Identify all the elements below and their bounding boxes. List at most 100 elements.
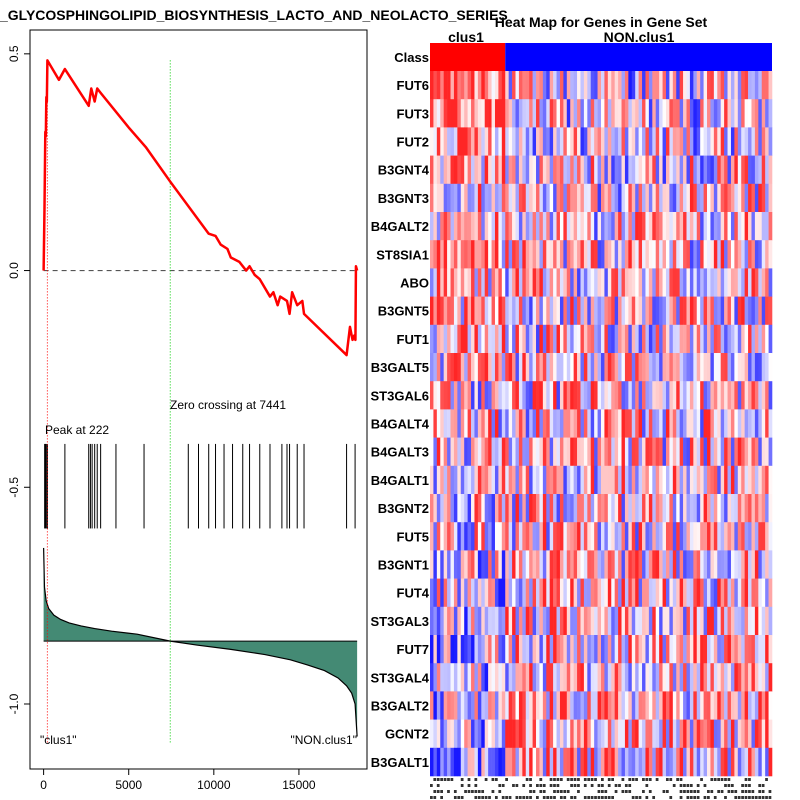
- heatmap-cell: [724, 635, 728, 664]
- heatmap-cell: [631, 353, 636, 382]
- heatmap-cell: [669, 437, 674, 467]
- heatmap-cell: [501, 494, 506, 523]
- heatmap-cell: [631, 606, 636, 636]
- heatmap-cell: [713, 353, 718, 382]
- heatmap-cell: [460, 465, 465, 495]
- column-label-mark: [642, 778, 645, 781]
- heatmap-cell: [488, 409, 492, 438]
- heatmap-cell: [505, 353, 509, 382]
- heatmap-cell: [440, 240, 444, 269]
- heatmap-cell: [635, 71, 639, 100]
- heatmap-cell: [501, 71, 506, 100]
- heatmap-cell: [768, 747, 773, 777]
- heatmap-cell: [457, 606, 462, 636]
- heatmap-cell: [597, 99, 602, 128]
- heatmap-cell: [758, 212, 763, 241]
- heatmap-cell: [508, 353, 513, 382]
- y-tick-label: 0.5: [7, 45, 21, 62]
- heatmap-cell: [501, 409, 506, 438]
- heatmap-cell: [570, 409, 574, 438]
- heatmap-cell: [720, 381, 725, 410]
- heatmap-cell: [724, 494, 728, 523]
- heatmap-cell: [566, 437, 571, 467]
- heatmap-cell: [744, 719, 749, 749]
- column-label-mark: [505, 778, 508, 781]
- heatmap-cell: [669, 465, 674, 495]
- heatmap-cell: [741, 296, 745, 326]
- heatmap-cell: [505, 155, 509, 185]
- heatmap-cell: [607, 578, 612, 608]
- heatmap-cell: [573, 71, 578, 100]
- heatmap-cell: [522, 381, 527, 410]
- heatmap-cell: [765, 465, 769, 495]
- heatmap-cell: [460, 71, 465, 100]
- heatmap-cell: [563, 212, 568, 241]
- column-label-mark: [648, 778, 652, 781]
- heatmap-cell: [494, 240, 499, 269]
- heatmap-cell: [556, 550, 561, 579]
- heatmap-cell: [512, 437, 516, 467]
- heatmap-cell: [515, 353, 520, 382]
- gene-label: ABO: [400, 276, 429, 291]
- heatmap-cell: [539, 155, 544, 185]
- heatmap-cell: [436, 437, 441, 467]
- heatmap-cell: [566, 127, 571, 156]
- heatmap-cell: [638, 99, 643, 128]
- heatmap-cell: [440, 183, 444, 213]
- heatmap-cell: [508, 747, 513, 777]
- heatmap-cell: [573, 635, 578, 664]
- heatmap-cell: [498, 240, 503, 269]
- heatmap-cell: [768, 663, 773, 692]
- heatmap-cell: [464, 409, 468, 438]
- heatmap-cell: [628, 409, 633, 438]
- heatmap-cell: [518, 691, 523, 720]
- heatmap-cell: [474, 635, 479, 664]
- heatmap-cell: [566, 409, 571, 438]
- heatmap-cell: [761, 635, 766, 664]
- heatmap-cell: [522, 183, 527, 213]
- heatmap-cell: [686, 522, 691, 551]
- heatmap-cell: [481, 409, 486, 438]
- heatmap-cell: [443, 606, 448, 636]
- heatmap-cell: [580, 155, 585, 185]
- heatmap-cell: [607, 155, 612, 185]
- heatmap-cell: [621, 494, 626, 523]
- heatmap-cell: [522, 155, 527, 185]
- heatmap-cell: [638, 381, 643, 410]
- heatmap-cell: [430, 691, 434, 720]
- column-label-mark: [457, 796, 461, 799]
- heatmap-cell: [730, 71, 735, 100]
- heatmap-cell: [440, 635, 444, 664]
- column-label-mark: [471, 790, 474, 793]
- heatmap-cell: [744, 747, 749, 777]
- heatmap-cell: [443, 99, 448, 128]
- heatmap-cell: [515, 268, 520, 297]
- heatmap-cell: [491, 747, 496, 777]
- heatmap-cell: [522, 127, 527, 156]
- heatmap-cell: [471, 719, 475, 749]
- heatmap-cell: [539, 663, 544, 692]
- heatmap-cell: [730, 465, 735, 495]
- heatmap-cell: [498, 409, 503, 438]
- heatmap-cell: [754, 550, 759, 579]
- heatmap-cell: [491, 550, 496, 579]
- heatmap-cell: [433, 268, 438, 297]
- heatmap-cell: [587, 71, 592, 100]
- heatmap-cell: [577, 747, 581, 777]
- heatmap-cell: [566, 578, 571, 608]
- heatmap-cell: [488, 324, 492, 354]
- column-label-mark: [601, 784, 604, 787]
- gene-label: B3GNT5: [378, 304, 429, 319]
- heatmap-cell: [518, 324, 523, 354]
- heatmap-cell: [707, 324, 711, 354]
- heatmap-cell: [693, 212, 698, 241]
- heatmap-cell: [686, 494, 691, 523]
- heatmap-cell: [433, 324, 438, 354]
- heatmap-cell: [672, 663, 677, 692]
- heatmap-cell: [604, 268, 609, 297]
- heatmap-cell: [748, 268, 752, 297]
- heatmap-cell: [631, 381, 636, 410]
- heatmap-cell: [580, 522, 585, 551]
- heatmap-cell: [621, 353, 626, 382]
- heatmap-cell: [559, 99, 564, 128]
